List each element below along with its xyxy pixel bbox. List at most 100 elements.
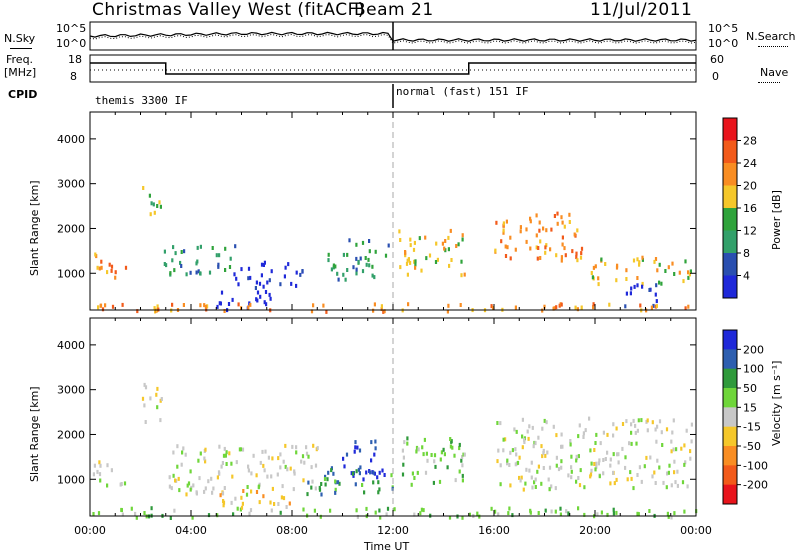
velocity-cell [499,463,502,468]
power-cell [525,227,528,232]
power-cell [561,220,564,225]
velocity-cell [189,469,192,474]
velocity-cell [654,481,657,485]
velocity-cell [223,446,226,451]
power-cell [153,210,156,215]
velocity-cell [241,501,244,506]
power-cell [406,258,409,263]
power-cell [500,239,503,244]
power-cell [189,270,192,275]
velocity-cell [569,439,572,443]
velocity-cell [291,444,294,449]
power-cell [249,302,252,307]
velocity-cell [507,511,510,516]
power-cell [342,272,345,277]
power-colorbar-segment [723,230,737,254]
power-cell [172,245,175,250]
velocity-cell [336,480,340,485]
velocity-cell [658,465,661,470]
velocity-cell [199,451,202,456]
velocity-cell [350,471,353,476]
velocity-cell [593,448,596,452]
power-cell [114,270,117,275]
velocity-cell [476,511,479,516]
velocity-cell [240,495,243,500]
velocity-cell [683,509,686,514]
velocity-cell [155,392,158,397]
velocity-cell [98,460,101,465]
velocity-colorbar-segment [723,465,737,486]
power-cell [633,284,636,289]
velocity-cell [521,417,524,422]
power-cell [409,260,412,265]
power-cell [355,271,358,276]
velocity-cell [615,426,618,431]
power-cell [576,228,579,233]
velocity-cell [354,482,357,487]
velocity-cell [451,445,454,450]
velocity-cell [402,462,405,467]
power-cell [352,265,355,270]
velocity-cell [353,449,356,454]
velocity-cell [176,444,179,449]
velocity-cell [624,465,627,470]
velocity-cell [502,437,505,442]
velocity-cell [302,478,305,483]
x-tick-label: 00:00 [74,524,106,537]
velocity-cell [534,441,537,446]
velocity-cell [548,465,552,470]
velocity-cell [270,474,273,479]
power-cell [639,303,642,308]
velocity-cell [612,452,615,457]
power-cell [597,276,600,281]
power-cell [655,283,658,288]
power-cell [592,305,595,310]
velocity-cell [672,447,675,452]
velocity-cell [186,483,189,488]
velocity-cell [530,460,533,465]
power-cell [106,270,109,275]
velocity-cell [478,514,481,519]
power-region [398,228,466,278]
velocity-cell [310,465,313,470]
velocity-cell [410,482,413,487]
power-cell [247,276,250,281]
velocity-cell [334,479,337,484]
velocity-cell [419,511,422,516]
velocity-cell [267,455,270,460]
velocity-cell [685,428,688,433]
velocity-cell [181,450,184,455]
velocity-cell [560,444,563,449]
power-cell [94,252,97,257]
power-cell [180,250,183,254]
velocity-cell [301,454,305,459]
power-cell [173,268,176,273]
velocity-cell [293,469,296,474]
power-region [163,244,237,277]
power-cell [231,297,234,302]
power-cell [156,204,159,208]
power-cell [687,270,690,275]
station-title: Christmas Valley West (fitACF) [92,0,366,20]
power-cell [449,228,452,233]
velocity-cell [668,463,671,468]
velocity-cell [594,441,597,445]
power-cell [529,246,532,251]
power-cell [549,247,552,252]
velocity-cell [97,511,101,516]
velocity-cell [204,459,207,464]
velocity-cell [570,475,573,480]
velocity-cell [590,468,593,473]
power-cell [689,269,692,274]
power-cell [641,281,644,286]
velocity-cell [636,511,639,516]
velocity-cell [555,455,558,460]
velocity-cell [285,505,288,509]
power-cell [100,265,103,270]
velocity-cell [655,439,658,444]
velocity-cell [361,483,364,487]
velocity-cell [595,464,598,469]
power-cell [258,281,262,286]
velocity-cell [320,492,323,497]
power-region [94,252,128,280]
